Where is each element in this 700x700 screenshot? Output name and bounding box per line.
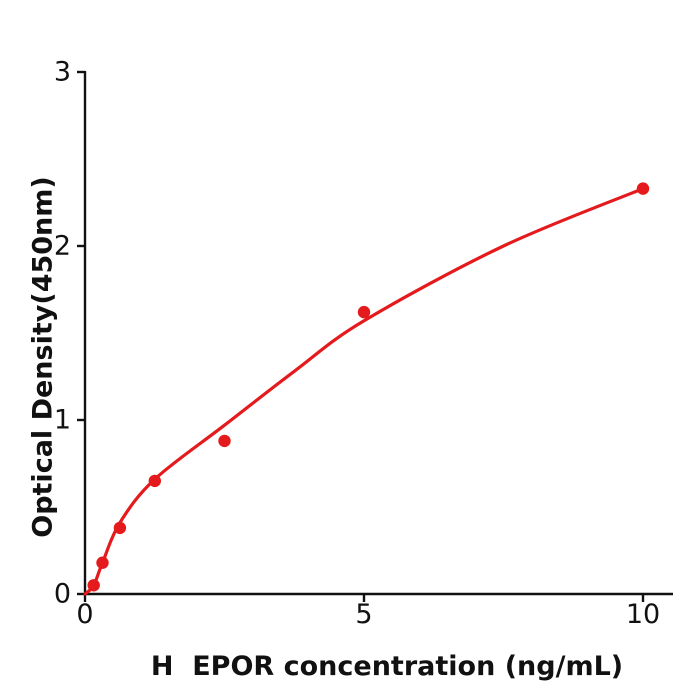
y-axis-title: Optical Density(450nm) [28, 176, 59, 538]
x-tick-label: 5 [355, 599, 372, 630]
y-tick-label: 0 [54, 579, 71, 610]
x-axis-title: H EPOR concentration (ng/mL) [151, 651, 623, 682]
y-tick-label: 3 [54, 57, 71, 88]
data-point [87, 579, 100, 592]
data-point [357, 305, 371, 319]
data-point [218, 434, 231, 448]
data-point [96, 556, 109, 569]
data-point [148, 474, 161, 488]
data-point [113, 521, 127, 535]
plot-layer [83, 182, 650, 596]
data-point [636, 182, 650, 195]
x-tick-label: 0 [76, 599, 93, 630]
y-tick-label: 2 [54, 231, 71, 262]
y-tick-label: 1 [54, 405, 71, 436]
axes-layer: 0 1 2 3 0 5 10 [54, 57, 673, 630]
x-tick-label: 10 [626, 599, 660, 630]
fit-curve [83, 187, 645, 596]
